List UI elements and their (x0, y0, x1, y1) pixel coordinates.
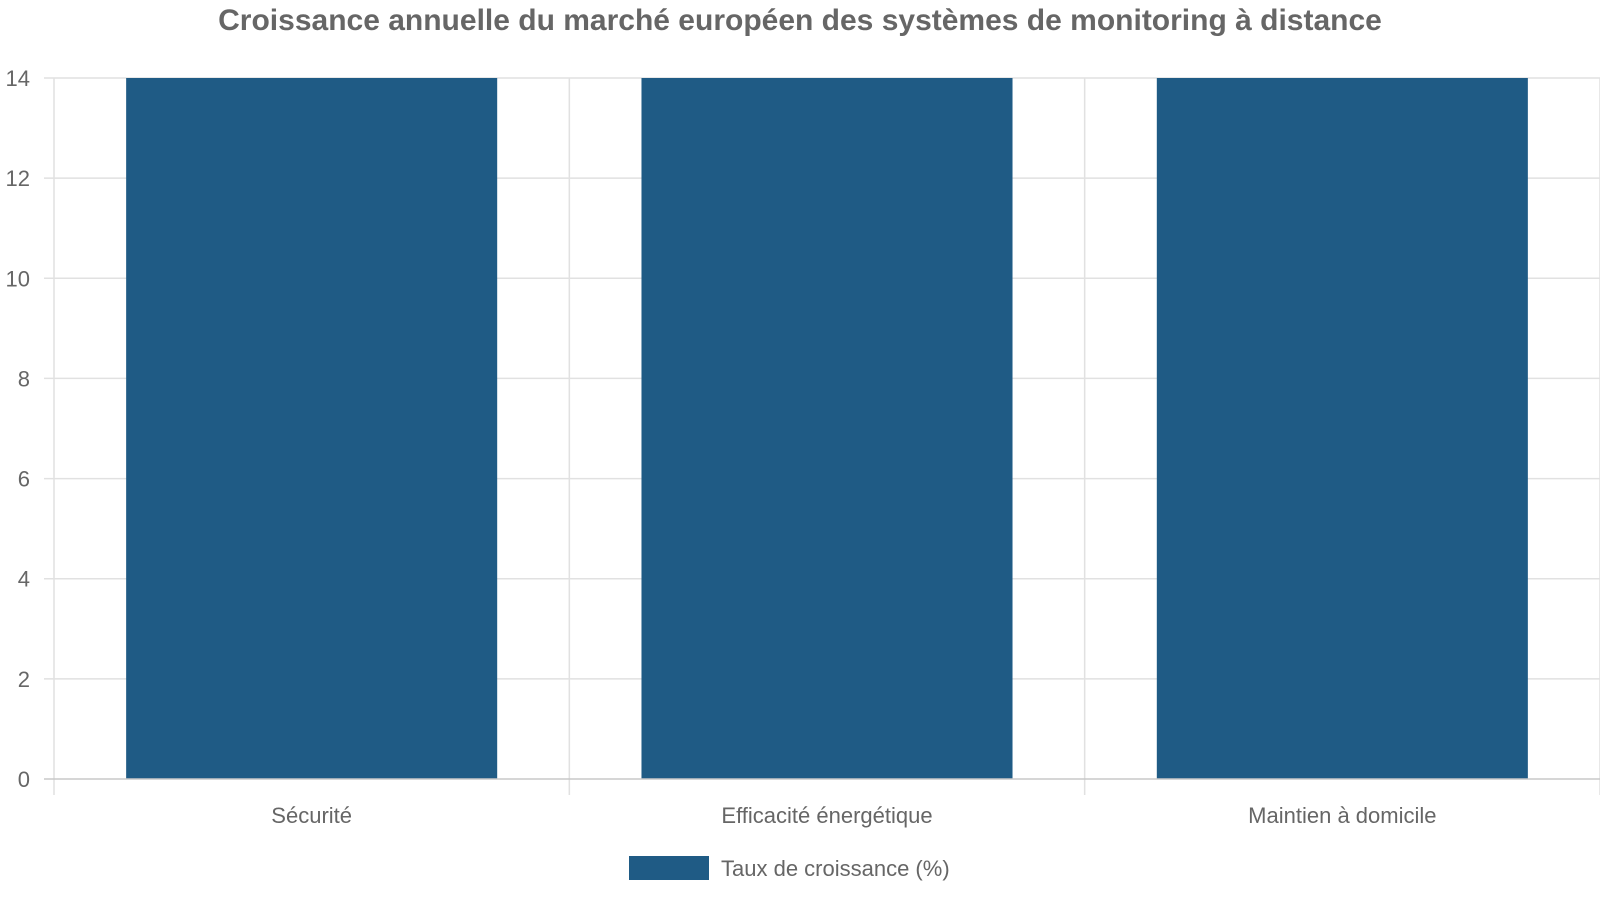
y-tick-label: 14 (6, 66, 30, 91)
y-tick-label: 6 (18, 467, 30, 492)
y-tick-label: 2 (18, 667, 30, 692)
axes: 0 2 4 6 8 10 12 14 Sécurité Efficacité énergétiqu… (6, 66, 1600, 828)
bar (641, 78, 1013, 779)
x-tick-label: Maintien à domicile (1248, 803, 1436, 828)
bar (126, 78, 498, 779)
legend: Taux de croissance (%) (629, 856, 950, 881)
legend-label: Taux de croissance (%) (721, 856, 950, 881)
bar (1156, 78, 1528, 779)
y-tick-label: 12 (6, 166, 30, 191)
y-tick-label: 0 (18, 767, 30, 792)
y-tick-label: 8 (18, 366, 30, 391)
chart-title: Croissance annuelle du marché européen d… (218, 4, 1382, 37)
legend-swatch (629, 856, 709, 880)
x-tick-label: Sécurité (271, 803, 352, 828)
x-tick-label: Efficacité énergétique (721, 803, 932, 828)
y-tick-label: 10 (6, 266, 30, 291)
y-tick-label: 4 (18, 567, 30, 592)
bars (126, 78, 1528, 779)
